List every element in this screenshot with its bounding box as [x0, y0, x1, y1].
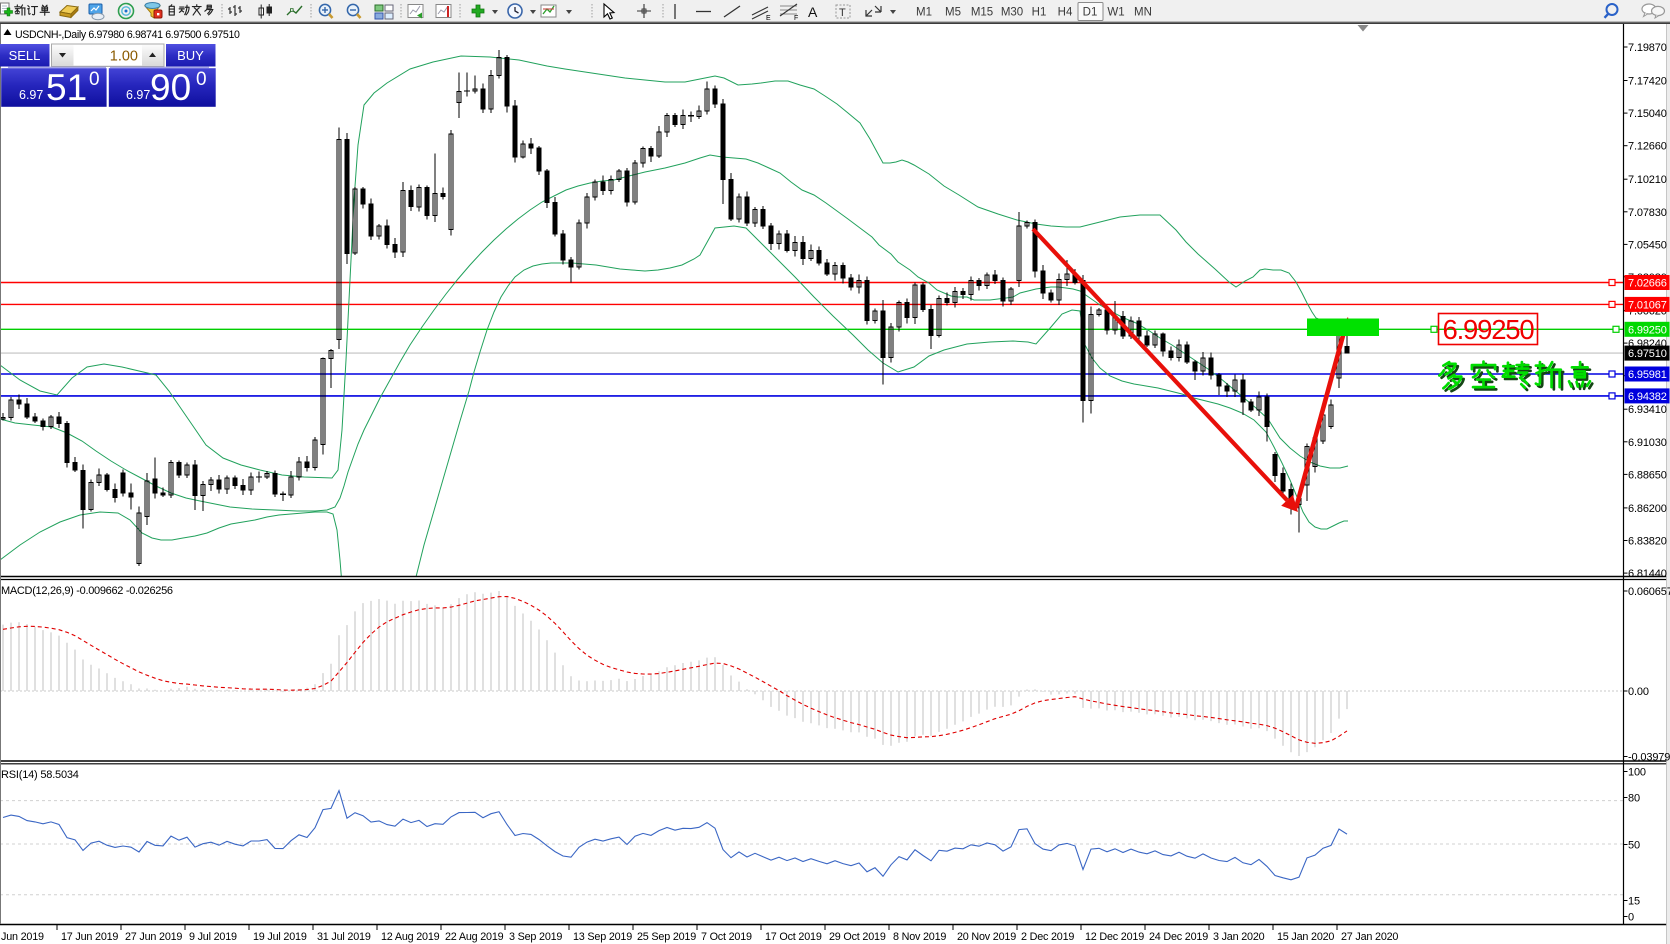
- svg-text:6.86200: 6.86200: [1628, 503, 1667, 515]
- svg-text:27 Jun 2019: 27 Jun 2019: [125, 931, 182, 943]
- svg-text:7 Oct 2019: 7 Oct 2019: [701, 931, 752, 943]
- svg-text:USDCNH-,Daily 6.97980 6.98741: USDCNH-,Daily 6.97980 6.98741 6.97500 6.…: [15, 29, 240, 41]
- svg-text:0.00: 0.00: [1628, 686, 1649, 698]
- svg-text:6.81440: 6.81440: [1628, 568, 1667, 580]
- svg-text:Jun 2019: Jun 2019: [1, 931, 44, 943]
- svg-text:M1: M1: [916, 7, 932, 19]
- svg-text:D1: D1: [1083, 7, 1098, 19]
- svg-text:12 Aug 2019: 12 Aug 2019: [381, 931, 440, 943]
- svg-text:7.17420: 7.17420: [1628, 76, 1667, 88]
- svg-text:6.97510: 6.97510: [1628, 348, 1667, 360]
- svg-text:100: 100: [1628, 767, 1646, 779]
- svg-text:6.83820: 6.83820: [1628, 536, 1667, 548]
- svg-text:6.93410: 6.93410: [1628, 404, 1667, 416]
- svg-text:6.99250: 6.99250: [1442, 314, 1534, 345]
- svg-text:19 Jul 2019: 19 Jul 2019: [253, 931, 307, 943]
- svg-text:W1: W1: [1107, 7, 1124, 19]
- svg-text:M15: M15: [971, 7, 993, 19]
- svg-text:15: 15: [1628, 896, 1640, 908]
- svg-text:90: 90: [150, 67, 191, 108]
- svg-text:MN: MN: [1134, 7, 1152, 19]
- svg-text:12 Dec 2019: 12 Dec 2019: [1085, 931, 1144, 943]
- svg-text:RSI(14) 58.5034: RSI(14) 58.5034: [1, 769, 79, 781]
- svg-text:7.19870: 7.19870: [1628, 42, 1667, 54]
- svg-text:8 Nov 2019: 8 Nov 2019: [893, 931, 946, 943]
- svg-text:M5: M5: [945, 7, 961, 19]
- svg-text:6.97: 6.97: [126, 88, 150, 102]
- svg-text:7.12660: 7.12660: [1628, 141, 1667, 153]
- svg-text:6.97: 6.97: [19, 88, 43, 102]
- svg-text:15 Jan 2020: 15 Jan 2020: [1277, 931, 1334, 943]
- svg-text:6.99250: 6.99250: [1628, 324, 1667, 336]
- svg-text:31 Jul 2019: 31 Jul 2019: [317, 931, 371, 943]
- svg-text:17 Jun 2019: 17 Jun 2019: [61, 931, 118, 943]
- svg-text:7.02666: 7.02666: [1628, 278, 1667, 290]
- svg-text:0: 0: [1628, 912, 1634, 924]
- svg-text:SELL: SELL: [9, 48, 41, 63]
- svg-text:-0.039792: -0.039792: [1628, 752, 1670, 764]
- svg-text:50: 50: [1628, 840, 1640, 852]
- svg-text:51: 51: [46, 67, 87, 108]
- svg-text:29 Oct 2019: 29 Oct 2019: [829, 931, 886, 943]
- svg-text:1.00: 1.00: [110, 49, 138, 65]
- svg-text:0: 0: [89, 69, 100, 90]
- svg-text:13 Sep 2019: 13 Sep 2019: [573, 931, 632, 943]
- svg-text:T: T: [839, 7, 846, 19]
- svg-text:24 Dec 2019: 24 Dec 2019: [1149, 931, 1208, 943]
- svg-text:9 Jul 2019: 9 Jul 2019: [189, 931, 237, 943]
- svg-text:MACD(12,26,9) -0.009662 -0.026: MACD(12,26,9) -0.009662 -0.026256: [1, 585, 173, 597]
- svg-text:M30: M30: [1001, 7, 1023, 19]
- svg-text:E: E: [766, 15, 771, 22]
- svg-text:BUY: BUY: [177, 48, 204, 63]
- svg-text:F: F: [794, 15, 798, 22]
- svg-text:H4: H4: [1058, 7, 1073, 19]
- svg-text:7.10210: 7.10210: [1628, 174, 1667, 186]
- svg-text:0.060657: 0.060657: [1628, 586, 1670, 598]
- svg-text:A: A: [808, 4, 818, 20]
- svg-text:H1: H1: [1032, 7, 1047, 19]
- svg-text:6.95981: 6.95981: [1628, 369, 1667, 381]
- svg-text:80: 80: [1628, 793, 1640, 805]
- svg-text:7.05450: 7.05450: [1628, 239, 1667, 251]
- svg-text:6.88650: 6.88650: [1628, 469, 1667, 481]
- svg-text:20 Nov 2019: 20 Nov 2019: [957, 931, 1016, 943]
- svg-text:22 Aug 2019: 22 Aug 2019: [445, 931, 504, 943]
- svg-text:6.91030: 6.91030: [1628, 437, 1667, 449]
- svg-text:0: 0: [196, 69, 207, 90]
- svg-text:6.94382: 6.94382: [1628, 391, 1667, 403]
- svg-text:7.01067: 7.01067: [1628, 299, 1667, 311]
- svg-text:27 Jan 2020: 27 Jan 2020: [1341, 931, 1398, 943]
- svg-text:25 Sep 2019: 25 Sep 2019: [637, 931, 696, 943]
- svg-text:7.07830: 7.07830: [1628, 207, 1667, 219]
- svg-text:7.15040: 7.15040: [1628, 108, 1667, 120]
- svg-text:3 Jan 2020: 3 Jan 2020: [1213, 931, 1265, 943]
- svg-text:2 Dec 2019: 2 Dec 2019: [1021, 931, 1074, 943]
- svg-text:17 Oct 2019: 17 Oct 2019: [765, 931, 822, 943]
- svg-text:3 Sep 2019: 3 Sep 2019: [509, 931, 562, 943]
